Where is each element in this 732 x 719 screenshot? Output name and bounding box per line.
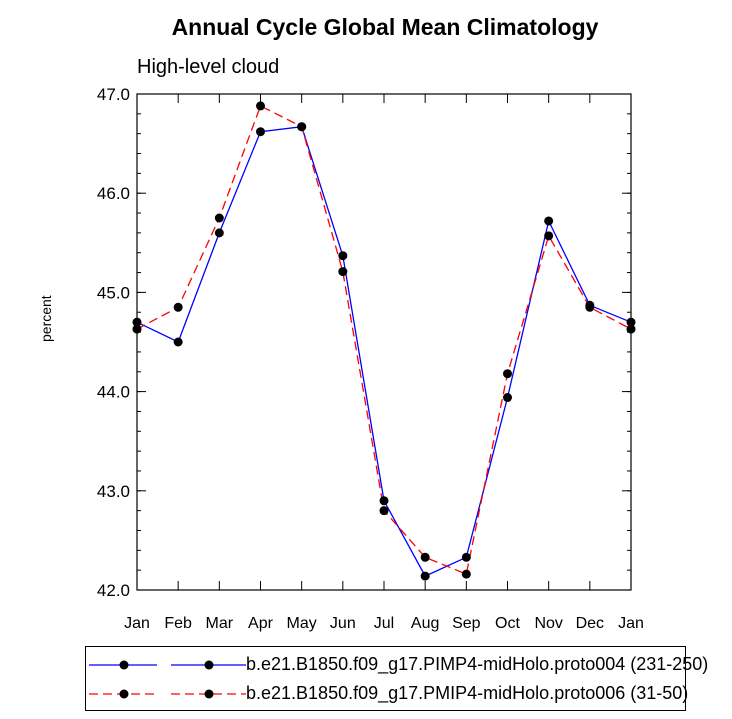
x-tick-label: Jun [330,615,356,632]
data-point-series-2 [214,213,224,223]
data-point-series-2 [420,552,430,562]
legend-item-series-1: b.e21.B1850.f09_g17.PIMP4-midHolo.proto0… [86,652,708,678]
data-point-series-1 [420,571,430,581]
x-tick-label: May [287,615,317,632]
data-point-series-1 [379,496,389,506]
y-tick-label: 43.0 [97,482,130,501]
x-tick-label: Sep [452,615,481,632]
x-tick-label: Dec [576,615,604,632]
x-tick-label: Apr [248,615,274,632]
line-chart: 42.0 43.0 44.0 45.0 46.0 47.0 Jan Feb Mar Apr May J… [97,85,644,632]
x-tick-label: Jan [124,615,150,632]
data-point-series-2 [297,122,307,132]
y-tick-label: 46.0 [97,184,130,203]
legend-item-series-2: b.e21.B1850.f09_g17.PMIP4-midHolo.proto0… [86,681,689,707]
data-point-series-2 [379,506,389,516]
data-point-series-1 [461,552,471,562]
data-point-series-2 [544,231,554,241]
plot-frame [136,93,632,591]
chart-title: Annual Cycle Global Mean Climatology [171,14,599,40]
y-tick-label: 45.0 [97,283,130,302]
data-point-series-2 [503,369,512,379]
y-tick-label: 42.0 [97,581,130,600]
legend: b.e21.B1850.f09_g17.PIMP4-midHolo.proto0… [85,646,708,711]
legend-label-series-2: b.e21.B1850.f09_g17.PMIP4-midHolo.proto0… [246,683,689,703]
y-tick-label: 47.0 [97,85,130,104]
data-point-series-1 [132,317,142,327]
chart-subtitle: High-level cloud [137,56,280,78]
x-tick-label: Jan [618,615,644,632]
data-point-series-2 [173,302,183,312]
legend-marker-series-1 [89,660,246,670]
data-point-series-2 [626,324,636,334]
legend-label-series-1: b.e21.B1850.f09_g17.PIMP4-midHolo.proto0… [246,654,709,674]
y-tick-label: 44.0 [97,383,130,402]
data-point-series-2 [338,267,348,277]
x-tick-label: Jul [374,615,394,632]
data-point-series-1 [544,216,554,226]
x-tick-label: Oct [495,615,520,632]
data-point-series-2 [585,302,595,312]
legend-marker-series-2 [89,689,246,699]
data-point-series-1 [214,228,224,238]
data-point-series-1 [338,251,348,261]
data-point-series-2 [256,101,265,111]
x-tick-label: Mar [206,615,234,632]
data-point-series-2 [461,569,471,579]
data-point-series-1 [256,127,265,137]
x-tick-label: Feb [164,615,192,632]
x-tick-label: Aug [411,615,439,632]
data-point-series-2 [132,324,142,334]
data-point-series-1 [626,317,636,327]
data-point-series-1 [173,337,183,347]
x-tick-label: Nov [534,615,562,632]
data-point-series-1 [503,393,512,403]
